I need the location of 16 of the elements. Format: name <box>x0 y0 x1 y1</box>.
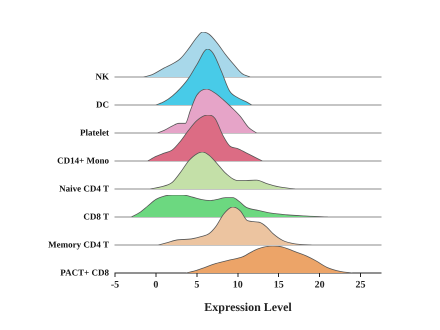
x-tick-label: 20 <box>314 280 325 291</box>
y-axis-title: CD8 T <box>83 211 109 222</box>
x-tick-label: 10 <box>232 280 243 291</box>
x-tick-label: -5 <box>110 280 120 291</box>
y-axis-title: PACT+ CD8 <box>60 267 110 278</box>
y-axis-title: NK <box>96 71 109 82</box>
y-axis-title: Platelet <box>80 127 109 138</box>
x-tick-label: 25 <box>356 280 366 291</box>
y-axis-title: DC <box>96 99 109 110</box>
x-tick-label: 0 <box>153 280 158 291</box>
x-tick-label: 5 <box>194 280 200 291</box>
x-axis-title: Expression Level <box>204 300 292 314</box>
y-axis-title: CD14+ Mono <box>57 155 110 166</box>
y-axis-title: Memory CD4 T <box>48 239 109 250</box>
y-axis-title: Naive CD4 T <box>59 183 109 194</box>
x-tick-label: 15 <box>274 280 284 291</box>
